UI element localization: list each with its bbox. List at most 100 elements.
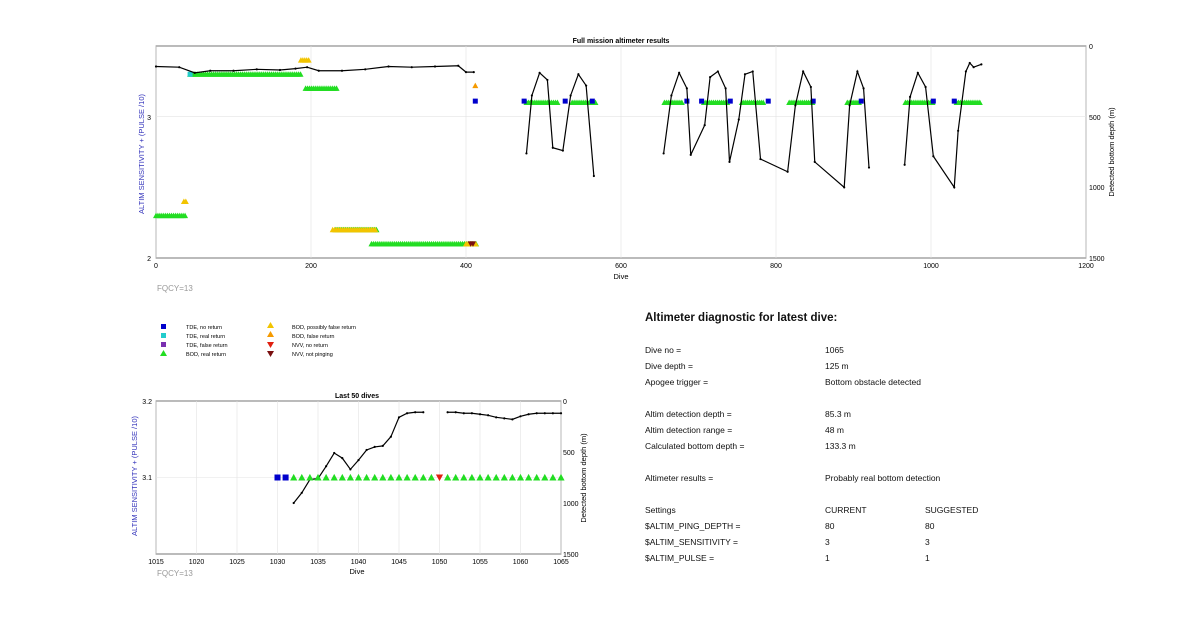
top-markers — [153, 57, 983, 247]
bod-real-return-marker — [976, 99, 983, 106]
top-footer-fqcy: FQCY=13 — [157, 284, 193, 293]
bod-real-return-marker — [411, 473, 419, 481]
x-tick-label: 1000 — [923, 263, 939, 270]
legend-nvv-no-return-label: NVV, no return — [292, 343, 328, 349]
nvv-not-pinging-marker — [469, 241, 476, 247]
x-tick-label: 1060 — [513, 559, 529, 566]
sensitivity-current: 3 — [825, 537, 830, 547]
legend-nvv-no-return-marker — [267, 342, 274, 348]
top-depth-series — [154, 61, 983, 190]
tde-no-return-marker — [274, 474, 281, 481]
tde-no-return-marker — [951, 98, 957, 104]
legend-bod-real-return-marker — [160, 350, 167, 356]
altimeter-diagnostic-panel: Altimeter diagnostic for latest dive: Di… — [645, 312, 1065, 566]
legend-bod-false-return-marker — [267, 331, 274, 337]
depth-point — [592, 174, 595, 178]
legend-tde-real-return-label: TDE, real return — [186, 334, 225, 340]
bod-real-return-marker — [541, 473, 549, 481]
sensitivity-label: $ALTIM_SENSITIVITY = — [645, 537, 738, 547]
diag-row-ping-depth: $ALTIM_PING_DEPTH = 80 80 — [645, 518, 1065, 534]
top-grid — [155, 46, 1087, 258]
depth-point — [406, 412, 409, 415]
bod-real-return-marker — [554, 99, 561, 106]
depth-point — [373, 445, 376, 448]
bod-real-return-marker — [363, 473, 371, 481]
depth-point — [862, 87, 865, 90]
apogee-label: Apogee trigger = — [645, 377, 709, 387]
legend-nvv-not-pinging-label: NVV, not pinging — [292, 352, 333, 358]
depth-point — [670, 94, 673, 97]
bod-real-return-marker — [306, 473, 314, 481]
depth-point — [709, 75, 712, 79]
depth-point — [333, 451, 336, 455]
tde-no-return-marker — [727, 98, 733, 104]
x-tick-label: 1055 — [472, 559, 488, 566]
bottom-footer-fqcy: FQCY=13 — [157, 569, 193, 578]
bod-real-return-marker — [379, 473, 387, 481]
bod-real-return-marker — [724, 99, 731, 106]
dive-no-label: Dive no = — [645, 345, 682, 355]
depth-point — [410, 66, 413, 69]
bod-possibly-false-return-marker — [182, 198, 189, 204]
depth-point — [908, 95, 912, 98]
x-tick-label: 1025 — [229, 559, 245, 566]
bod-real-return-marker — [760, 99, 767, 106]
depth-point — [916, 71, 919, 74]
bod-real-return-marker — [592, 99, 599, 106]
top-chart-title: Full mission altimeter results — [573, 38, 670, 45]
x-tick-label: 1040 — [351, 559, 367, 566]
bod-real-return-marker — [182, 212, 189, 219]
bod-real-return-marker — [330, 473, 338, 481]
depth-point — [703, 124, 706, 127]
x-tick-label: 1065 — [553, 559, 569, 566]
bod-real-return-marker — [371, 473, 379, 481]
detection-depth-label: Altim detection depth = — [645, 409, 732, 419]
dive-depth-value: 125 m — [825, 361, 849, 371]
depth-point — [397, 416, 401, 419]
depth-point — [957, 129, 960, 132]
tde-no-return-marker — [810, 98, 816, 104]
diag-row-pulse: $ALTIM_PULSE = 1 1 — [645, 550, 1065, 566]
tde-no-return-marker — [282, 474, 289, 481]
depth-point — [364, 68, 367, 71]
depth-point — [232, 69, 235, 72]
depth-point — [340, 69, 344, 72]
bottom-y2-tick-1500: 1500 — [563, 552, 579, 559]
depth-point — [511, 418, 514, 421]
depth-point — [856, 70, 859, 73]
depth-point — [551, 146, 554, 149]
tde-no-return-marker — [699, 98, 705, 104]
bod-real-return-marker — [516, 473, 525, 481]
tde-no-return-marker — [765, 98, 771, 104]
x-tick-label: 200 — [305, 263, 317, 270]
diag-row-dive-depth: Dive depth = 125 m — [645, 358, 1065, 374]
legend-tde-real-return-marker — [161, 333, 166, 338]
legend-tde-false-return-label: TDE, false return — [186, 343, 228, 349]
bod-real-return-marker — [419, 473, 427, 481]
depth-point — [357, 459, 360, 462]
tde-no-return-marker — [858, 98, 864, 104]
depth-point — [759, 157, 762, 161]
legend-bod-possibly-false-label: BOD, possibly false return — [292, 325, 356, 331]
depth-point — [349, 468, 352, 471]
depth-point — [300, 491, 303, 494]
depth-point — [953, 186, 956, 189]
x-tick-label: 400 — [460, 263, 472, 270]
depth-point — [306, 66, 309, 69]
results-value: Probably real bottom detection — [825, 473, 941, 483]
depth-point — [551, 412, 555, 415]
diag-row-detection-range: Altim detection range = 48 m — [645, 422, 1065, 438]
depth-point — [255, 68, 258, 71]
tde-no-return-marker — [589, 98, 595, 104]
diagnostic-heading: Altimeter diagnostic for latest dive: — [645, 312, 838, 324]
pulse-label: $ALTIM_PULSE = — [645, 553, 715, 563]
depth-point — [794, 104, 797, 107]
depth-point — [689, 153, 692, 156]
bod-real-return-marker — [322, 473, 330, 481]
bod-real-return-marker — [533, 473, 541, 481]
depth-point — [178, 66, 181, 69]
legend-tde-no-return-label: TDE, no return — [186, 325, 222, 331]
bod-real-return-marker — [452, 473, 460, 481]
bod-real-return-marker — [468, 473, 476, 481]
